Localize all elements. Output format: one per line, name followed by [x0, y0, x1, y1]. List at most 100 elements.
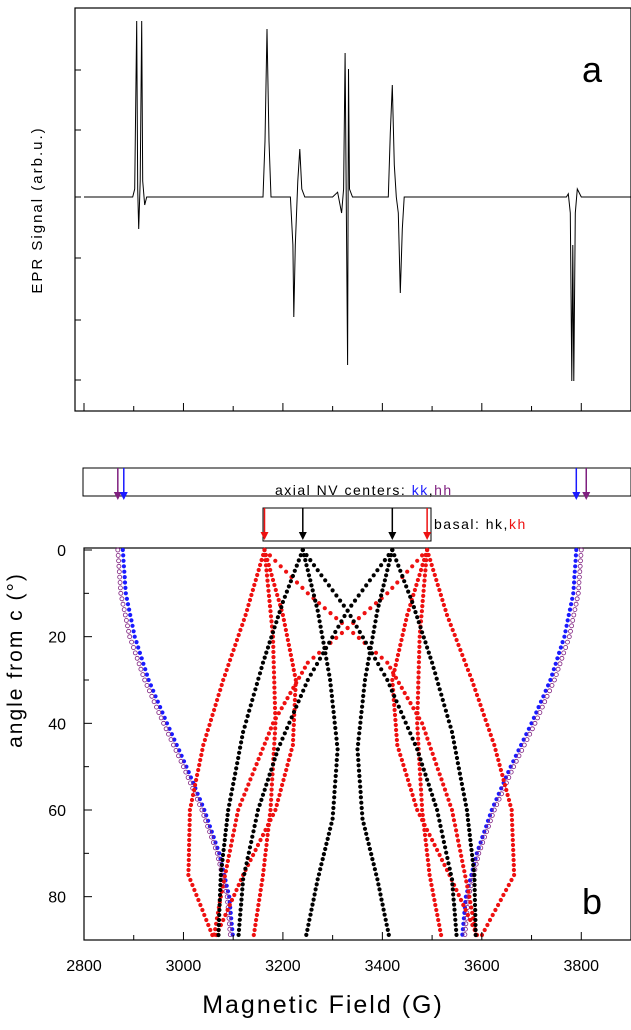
- data-point: [288, 579, 293, 584]
- data-point: [361, 821, 366, 826]
- data-point: [369, 640, 374, 645]
- data-point: [416, 685, 421, 690]
- data-point: [511, 867, 516, 873]
- data-point: [117, 580, 123, 585]
- data-point: [269, 787, 274, 792]
- data-point: [281, 617, 286, 623]
- data-point: [230, 833, 236, 838]
- data-point: [415, 721, 420, 726]
- data-point: [249, 592, 254, 598]
- data-point: [463, 802, 468, 807]
- data-point: [162, 715, 167, 721]
- data-point: [356, 757, 361, 763]
- data-point: [316, 872, 322, 877]
- data-point: [374, 613, 379, 619]
- data-point: [379, 593, 384, 598]
- data-point: [270, 721, 276, 726]
- data-point: [462, 869, 467, 874]
- data-point: [155, 699, 160, 704]
- data-point: [416, 675, 421, 680]
- data-point: [393, 722, 398, 728]
- data-point: [126, 628, 132, 634]
- data-point: [448, 622, 453, 628]
- data-point: [355, 747, 360, 752]
- data-point: [234, 766, 239, 771]
- data-point: [314, 603, 319, 608]
- data-point: [464, 879, 469, 884]
- data-point: [415, 705, 420, 711]
- data-point: [416, 752, 421, 757]
- data-point: [274, 752, 279, 757]
- data-point: [233, 823, 238, 828]
- data-point: [321, 640, 326, 645]
- data-point: [250, 772, 255, 777]
- data-point: [390, 547, 395, 553]
- data-point: [331, 709, 336, 715]
- data-point: [127, 634, 133, 640]
- data-point: [373, 656, 378, 661]
- data-point: [234, 818, 239, 823]
- data-point: [287, 720, 292, 725]
- data-point: [398, 642, 403, 648]
- data-point: [254, 912, 259, 918]
- data-point: [430, 837, 435, 843]
- data-point: [418, 625, 423, 630]
- data-point: [297, 675, 302, 680]
- data-point: [359, 805, 364, 811]
- data-point: [451, 892, 456, 897]
- data-point: [433, 802, 438, 808]
- data-point: [317, 650, 322, 655]
- data-point: [414, 582, 419, 588]
- data-point: [225, 858, 230, 864]
- data-point: [216, 917, 222, 923]
- data-point: [488, 732, 493, 738]
- data-point: [502, 782, 508, 788]
- data-point: [364, 831, 369, 836]
- data-point: [329, 821, 334, 826]
- data-point: [396, 747, 401, 753]
- data-point: [466, 889, 471, 894]
- data-point: [257, 892, 263, 898]
- data-point: [283, 627, 288, 633]
- axial-arrow: [582, 468, 591, 500]
- data-point: [419, 792, 424, 797]
- data-point: [415, 577, 420, 583]
- data-point: [358, 720, 363, 725]
- data-point: [406, 589, 411, 594]
- data-point: [236, 807, 241, 813]
- data-point: [453, 917, 458, 922]
- data-point: [115, 547, 121, 553]
- data-point: [572, 569, 577, 574]
- data-point: [270, 812, 276, 818]
- data-point: [186, 872, 191, 878]
- data-point: [511, 862, 516, 868]
- data-point: [476, 850, 482, 856]
- data-point: [220, 857, 225, 863]
- basal-arrow-head: [388, 532, 397, 540]
- data-point: [449, 729, 455, 735]
- data-point: [260, 792, 266, 797]
- data-point: [330, 635, 335, 640]
- data-point: [487, 727, 492, 733]
- data-point: [132, 650, 138, 656]
- data-point: [116, 569, 122, 575]
- data-point: [303, 683, 308, 688]
- data-point: [435, 807, 440, 813]
- data-point: [493, 747, 498, 753]
- data-point: [392, 707, 397, 713]
- data-point: [212, 707, 217, 713]
- data-point: [500, 772, 505, 778]
- data-point: [232, 828, 237, 833]
- data-point: [415, 695, 420, 700]
- data-point: [557, 661, 563, 667]
- data-point: [372, 867, 377, 872]
- data-point: [118, 585, 123, 591]
- data-point: [555, 656, 560, 661]
- data-point: [188, 877, 193, 883]
- data-point: [526, 726, 532, 731]
- data-point: [509, 807, 514, 813]
- data-point: [451, 818, 457, 823]
- data-point: [437, 852, 442, 858]
- data-point: [286, 642, 291, 648]
- data-point: [557, 650, 562, 656]
